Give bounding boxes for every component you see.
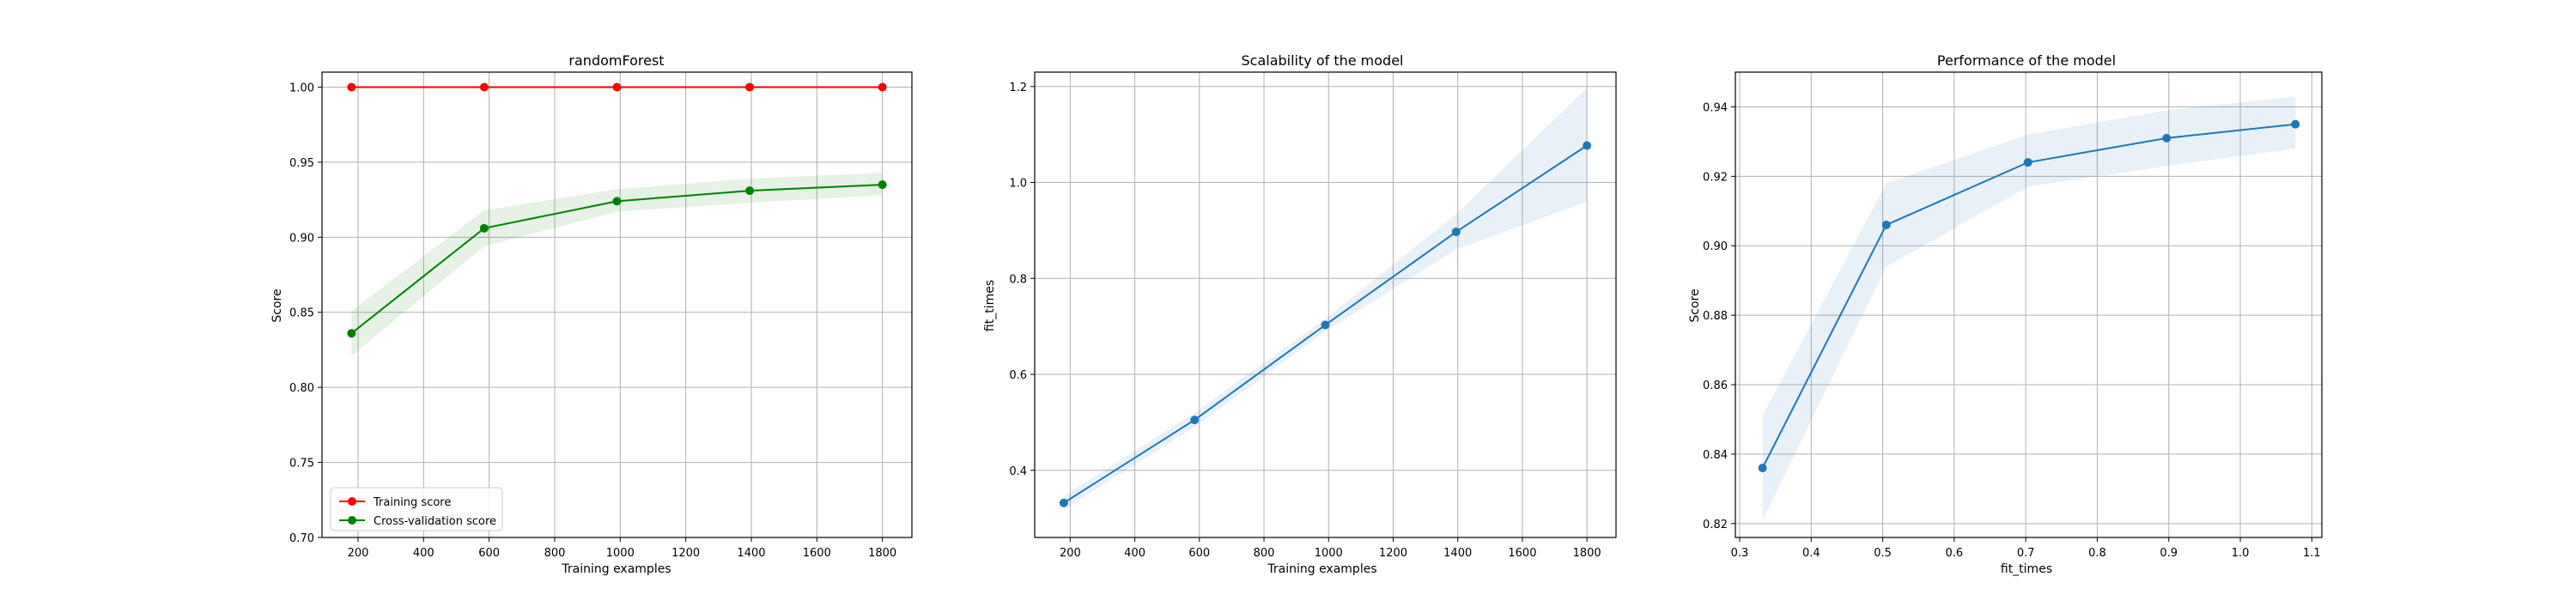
- data-point: [612, 82, 622, 92]
- x-tick-label: 400: [413, 547, 434, 560]
- x-tick-label: 0.8: [2088, 547, 2106, 560]
- data-point: [1758, 464, 1767, 473]
- axes-frame: [1735, 71, 2323, 538]
- legend-label: Training score: [373, 496, 451, 509]
- plot-title: Scalability of the model: [1242, 52, 1404, 69]
- legend-box: [330, 487, 503, 531]
- y-tick-label: 0.88: [1703, 310, 1728, 323]
- x-tick-label: 600: [1188, 547, 1210, 560]
- data-point: [878, 180, 887, 190]
- y-tick-label: 0.4: [1009, 465, 1027, 478]
- y-tick-label: 0.94: [1703, 101, 1728, 114]
- y-axis-label: fit_times: [983, 280, 997, 331]
- x-tick-label: 1.1: [2303, 547, 2321, 560]
- legend: Training score Cross-validation score: [330, 487, 503, 531]
- legend-swatch-marker: [348, 516, 356, 525]
- x-tick-label: 1000: [606, 547, 635, 560]
- data-point: [878, 82, 887, 92]
- axes-frame: [1034, 71, 1617, 538]
- x-tick-label: 0.7: [2017, 547, 2035, 560]
- y-tick-label: 0.8: [1009, 273, 1027, 286]
- data-point: [479, 82, 489, 92]
- y-tick-label: 0.70: [289, 532, 314, 545]
- x-tick-label: 1600: [803, 547, 831, 560]
- confidence-band: [1063, 88, 1588, 510]
- x-axis-label: Training examples: [561, 562, 671, 576]
- learning-curve-plot: 200 400 600 800 1000 1200 1400 1600 1800 0.70 0.75…: [270, 52, 913, 576]
- y-axis-label: Score: [1688, 288, 1702, 322]
- x-tick-label: 1200: [1379, 547, 1407, 560]
- y-tick-label: 0.85: [289, 307, 314, 320]
- data-point: [612, 197, 622, 206]
- x-tick-label: 0.5: [1874, 547, 1892, 560]
- scalability-plot: 200 400 600 800 1000 1200 1400 1600 1800 0.4 0.6 0.…: [983, 52, 1617, 576]
- data-point: [479, 223, 489, 233]
- y-tick-label: 0.82: [1703, 519, 1728, 531]
- y-tick-label: 0.90: [1703, 240, 1728, 253]
- confidence-band: [1762, 96, 2296, 520]
- x-axis-label: Training examples: [1267, 562, 1376, 576]
- y-tick-label: 0.90: [289, 232, 314, 245]
- y-tick-label: 0.86: [1703, 379, 1728, 392]
- y-tick-label: 0.92: [1703, 171, 1728, 184]
- x-tick-label: 1400: [737, 547, 765, 560]
- data-point: [745, 82, 755, 92]
- data-point: [347, 329, 356, 338]
- x-tick-label: 200: [348, 547, 369, 560]
- data-point: [347, 82, 356, 92]
- confidence-band: [351, 173, 883, 356]
- y-tick-label: 1.0: [1009, 178, 1027, 191]
- performance-plot: 0.3 0.4 0.5 0.6 0.7 0.8 0.9 1.0 1.1 0.82 0.84 0.86 0…: [1688, 52, 2323, 576]
- x-tick-label: 800: [544, 547, 566, 560]
- x-tick-label: 800: [1254, 547, 1275, 560]
- x-tick-label: 0.3: [1731, 547, 1749, 560]
- y-tick-label: 0.6: [1009, 369, 1027, 382]
- x-tick-label: 600: [478, 547, 500, 560]
- y-tick-label: 0.95: [289, 157, 314, 170]
- x-tick-label: 0.6: [1946, 547, 1964, 560]
- x-tick-label: 400: [1124, 547, 1145, 560]
- x-tick-label: 200: [1060, 547, 1081, 560]
- data-point: [2291, 119, 2300, 129]
- x-tick-label: 1600: [1508, 547, 1536, 560]
- plot-title: Performance of the model: [1937, 52, 2116, 69]
- y-tick-label: 1.00: [289, 82, 314, 94]
- data-point: [2162, 133, 2172, 143]
- data-point: [1583, 141, 1592, 150]
- data-point: [1059, 498, 1068, 507]
- data-point: [1321, 320, 1330, 330]
- data-point: [2023, 158, 2032, 167]
- y-tick-label: 0.75: [289, 458, 314, 470]
- legend-label: Cross-validation score: [374, 515, 496, 528]
- legend-swatch-marker: [348, 497, 356, 506]
- data-point: [1190, 416, 1200, 425]
- y-axis-label: Score: [270, 288, 284, 322]
- x-tick-label: 0.9: [2160, 547, 2178, 560]
- x-tick-label: 1000: [1315, 547, 1343, 560]
- x-tick-label: 1200: [671, 547, 700, 560]
- y-tick-label: 1.2: [1009, 82, 1027, 94]
- x-tick-label: 1800: [1573, 547, 1601, 560]
- x-tick-label: 1.0: [2232, 547, 2250, 560]
- axes-frame: [321, 71, 913, 538]
- x-tick-label: 1800: [868, 547, 896, 560]
- y-tick-label: 0.80: [289, 382, 314, 395]
- x-tick-label: 1400: [1443, 547, 1472, 560]
- plot-title: randomForest: [568, 52, 664, 69]
- data-point: [1451, 228, 1461, 237]
- data-point: [745, 186, 755, 196]
- y-tick-label: 0.84: [1703, 449, 1728, 462]
- x-axis-label: fit_times: [2001, 562, 2052, 576]
- data-point: [1881, 220, 1891, 229]
- x-tick-label: 0.4: [1802, 547, 1820, 560]
